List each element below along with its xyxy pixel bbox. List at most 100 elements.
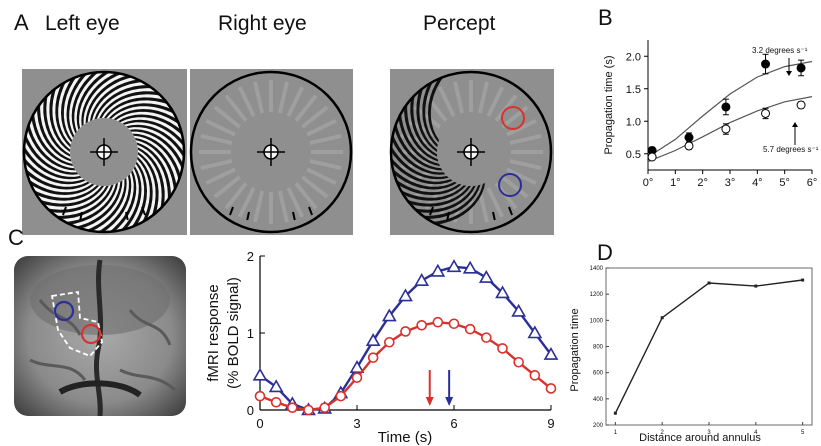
brain-blue-roi xyxy=(53,300,75,322)
radial-stripe xyxy=(309,134,342,146)
grating-stripe xyxy=(403,185,471,207)
chart-c: 0 3 6 9 0 1 2 Time (s) fMRI response (% BOLD sign… xyxy=(205,249,559,446)
grating-stripe xyxy=(392,131,446,175)
radial-stripe xyxy=(213,175,241,199)
radial-stripe xyxy=(205,118,236,137)
chart-b-x-tick-label: 2° xyxy=(697,177,708,189)
chart-c-point-blue xyxy=(511,303,527,317)
grating-stripe xyxy=(71,73,102,134)
chart-b-x-tick-label: 5° xyxy=(779,177,790,189)
chart-b: 0° 1° 2° 3° 4° 5° 6° 0.5 1.0 1.5 2.0 Propagation ti… xyxy=(603,40,819,189)
grating-stripe xyxy=(392,154,453,185)
radial-stripe xyxy=(200,158,233,170)
grating-stripe xyxy=(76,73,114,130)
percept-red-roi-circle xyxy=(501,106,525,130)
radial-stripe xyxy=(277,190,289,223)
grating-stripe xyxy=(392,142,449,180)
chart-d-x-label: Distance around annulus xyxy=(639,432,761,444)
chart-d-y-tick-label: 1000 xyxy=(590,318,604,324)
chart-d-y-tick-label: 400 xyxy=(593,397,604,403)
radial-stripe xyxy=(253,190,265,223)
chart-c-point-red xyxy=(384,336,395,348)
grating-stripe xyxy=(94,85,156,120)
chart-c-point-red xyxy=(319,402,330,413)
reference-tick xyxy=(125,211,129,221)
chart-c-point-blue xyxy=(365,333,381,347)
chart-c-point-blue xyxy=(414,273,430,286)
panel-label-d: D xyxy=(597,240,613,265)
grating-stripe xyxy=(122,119,183,150)
chart-d-y-tick-label: 800 xyxy=(593,345,604,351)
percept-grating xyxy=(392,74,543,225)
grating-stripe xyxy=(37,100,72,162)
chart-c-point-red xyxy=(481,332,492,343)
chart-c-point-red xyxy=(529,370,541,381)
chart-c-point-blue xyxy=(462,260,478,274)
radial-stripe xyxy=(477,190,489,223)
radial-stripe xyxy=(486,86,505,117)
chart-c-point-red xyxy=(448,318,460,330)
chart-b-x-tick-label: 3° xyxy=(725,177,736,189)
radial-stripe xyxy=(424,94,448,122)
chart-c-x-tick-label: 6 xyxy=(450,416,457,431)
chart-b-annotation-slow: 5.7 degrees s⁻¹ xyxy=(763,145,819,154)
chart-c-x-label: Time (s) xyxy=(378,429,432,446)
radial-stripe xyxy=(213,105,241,129)
chart-d-y-tick-label: 1200 xyxy=(590,292,604,298)
chart-b-point xyxy=(721,102,731,112)
grating-stripe xyxy=(83,177,127,231)
radial-stripe xyxy=(286,86,305,117)
radial-stripe xyxy=(306,167,337,186)
grating-stripe xyxy=(118,166,142,231)
chart-c-point-red xyxy=(303,404,314,416)
chart-d-y-tick-label: 200 xyxy=(593,423,604,429)
chart-c-point-blue xyxy=(381,308,397,322)
chart-b-y-tick-label: 0.5 xyxy=(626,149,641,161)
chart-c-x-tick-label: 3 xyxy=(353,416,360,431)
grating-stripe xyxy=(137,152,159,220)
reference-tick xyxy=(79,211,83,221)
percept-title: Percept xyxy=(423,12,496,35)
reference-tick xyxy=(446,211,450,221)
reference-tick xyxy=(62,206,67,216)
panel-label-b: B xyxy=(598,5,613,30)
grating-stripe xyxy=(392,166,457,190)
grating-stripe xyxy=(25,142,82,180)
radial-stripe xyxy=(200,134,233,146)
chart-b-y-tick-label: 1.5 xyxy=(626,84,641,96)
reference-tick xyxy=(229,206,234,216)
right-eye-annulus-ring xyxy=(189,70,353,234)
chart-c-arrow-head-blue xyxy=(445,397,454,406)
radial-stripe xyxy=(301,105,329,129)
grating-stripe xyxy=(61,74,79,143)
radial-stripe xyxy=(237,187,256,218)
radial-stripe xyxy=(286,187,305,218)
chart-c-point-blue xyxy=(446,259,462,273)
right-eye-grating xyxy=(199,80,343,224)
chart-c-y-tick-label: 2 xyxy=(247,249,254,264)
grating-stripe xyxy=(108,103,178,119)
radial-stripe xyxy=(205,167,236,186)
grating-stripe xyxy=(89,79,147,122)
grating-stripe xyxy=(94,174,132,231)
chart-d-point xyxy=(660,316,664,320)
grating-stripe xyxy=(25,131,79,175)
chart-c-x-tick-label: 9 xyxy=(547,416,554,431)
grating-stripe xyxy=(132,133,182,184)
chart-c-point-blue xyxy=(478,269,494,283)
radial-stripe xyxy=(477,81,489,114)
chart-b-x-tick-label: 4° xyxy=(752,177,763,189)
radial-stripe xyxy=(224,94,248,122)
grating-stripe xyxy=(81,73,125,127)
chart-b-point xyxy=(761,59,771,69)
grating-stripe xyxy=(416,84,438,152)
chart-b-point xyxy=(684,133,694,142)
radial-stripe xyxy=(453,81,465,114)
grating-stripe xyxy=(129,161,147,230)
grating-stripe xyxy=(25,154,86,185)
grating-stripe xyxy=(419,184,481,219)
chart-c-line-blue xyxy=(259,265,552,412)
chart-c-point-red xyxy=(254,390,266,402)
grating-stripe xyxy=(428,74,446,143)
